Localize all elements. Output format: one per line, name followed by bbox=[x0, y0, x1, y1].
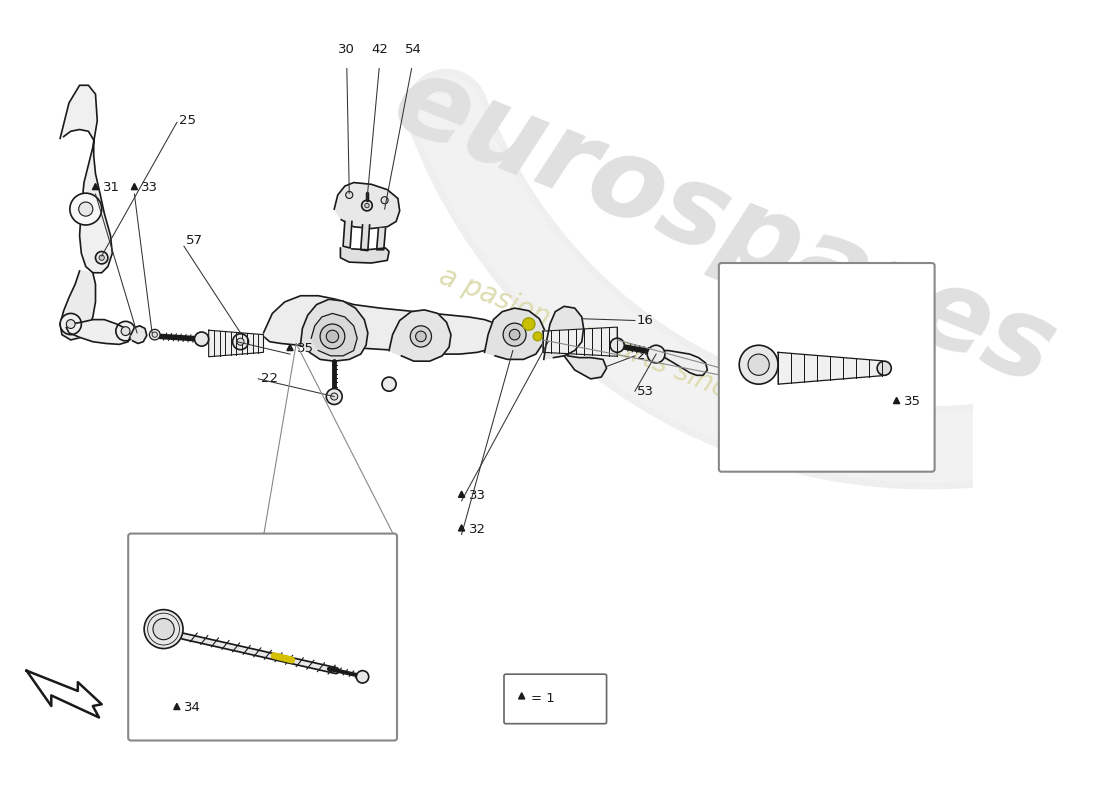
Polygon shape bbox=[564, 356, 606, 379]
Text: 57: 57 bbox=[186, 234, 202, 246]
Text: = 1: = 1 bbox=[530, 693, 554, 706]
Circle shape bbox=[320, 324, 344, 349]
Text: 33: 33 bbox=[469, 489, 485, 502]
Text: eurospares: eurospares bbox=[379, 46, 1070, 408]
Polygon shape bbox=[459, 491, 464, 498]
Text: 31: 31 bbox=[102, 182, 120, 194]
Circle shape bbox=[331, 393, 338, 400]
Circle shape bbox=[60, 314, 81, 334]
Text: 27: 27 bbox=[637, 350, 653, 362]
Circle shape bbox=[534, 332, 542, 341]
Circle shape bbox=[345, 191, 353, 198]
Circle shape bbox=[327, 330, 339, 342]
Polygon shape bbox=[778, 352, 882, 384]
FancyBboxPatch shape bbox=[129, 534, 397, 741]
Circle shape bbox=[416, 331, 426, 342]
Circle shape bbox=[356, 670, 369, 683]
Polygon shape bbox=[543, 327, 617, 356]
Text: 33: 33 bbox=[142, 182, 158, 194]
Circle shape bbox=[381, 197, 388, 204]
Circle shape bbox=[121, 326, 130, 335]
Polygon shape bbox=[543, 306, 584, 359]
Polygon shape bbox=[60, 86, 112, 273]
Text: 34: 34 bbox=[184, 702, 201, 714]
Polygon shape bbox=[656, 350, 707, 375]
Circle shape bbox=[99, 255, 104, 260]
Text: 53: 53 bbox=[637, 385, 653, 398]
Text: 16: 16 bbox=[637, 314, 653, 327]
Circle shape bbox=[365, 203, 370, 208]
Circle shape bbox=[382, 377, 396, 391]
Circle shape bbox=[327, 389, 342, 405]
Polygon shape bbox=[334, 182, 399, 229]
Circle shape bbox=[96, 251, 108, 264]
Circle shape bbox=[66, 320, 75, 329]
Polygon shape bbox=[361, 225, 370, 250]
Polygon shape bbox=[131, 183, 138, 190]
Polygon shape bbox=[131, 326, 146, 343]
Polygon shape bbox=[484, 308, 544, 359]
Polygon shape bbox=[174, 703, 180, 710]
Polygon shape bbox=[311, 314, 358, 356]
Circle shape bbox=[150, 330, 160, 340]
Text: eurospares: eurospares bbox=[379, 46, 1070, 408]
Text: 35: 35 bbox=[297, 342, 315, 355]
Circle shape bbox=[362, 200, 372, 211]
Text: 32: 32 bbox=[469, 522, 485, 536]
Circle shape bbox=[195, 332, 209, 346]
Circle shape bbox=[522, 318, 535, 330]
Polygon shape bbox=[92, 183, 99, 190]
Polygon shape bbox=[893, 398, 900, 404]
Circle shape bbox=[70, 193, 101, 225]
Text: 22: 22 bbox=[261, 372, 278, 386]
Text: 42: 42 bbox=[372, 43, 388, 57]
Circle shape bbox=[610, 338, 625, 352]
Polygon shape bbox=[340, 248, 389, 263]
Circle shape bbox=[503, 323, 526, 346]
Polygon shape bbox=[66, 320, 131, 344]
Polygon shape bbox=[264, 296, 503, 354]
Polygon shape bbox=[389, 310, 451, 361]
Circle shape bbox=[79, 202, 92, 216]
Polygon shape bbox=[287, 344, 293, 350]
Circle shape bbox=[509, 330, 520, 340]
Polygon shape bbox=[60, 271, 96, 340]
Circle shape bbox=[748, 354, 769, 375]
FancyBboxPatch shape bbox=[719, 263, 935, 472]
Polygon shape bbox=[518, 693, 525, 699]
FancyBboxPatch shape bbox=[504, 674, 606, 724]
Text: 35: 35 bbox=[904, 395, 921, 408]
Polygon shape bbox=[343, 222, 352, 248]
Circle shape bbox=[877, 361, 891, 375]
Circle shape bbox=[152, 332, 157, 338]
Polygon shape bbox=[376, 229, 385, 250]
Circle shape bbox=[116, 322, 135, 341]
Circle shape bbox=[647, 346, 664, 363]
Circle shape bbox=[232, 334, 249, 350]
Circle shape bbox=[410, 326, 431, 347]
Text: a pasion for parts since 1985: a pasion for parts since 1985 bbox=[434, 262, 821, 439]
Polygon shape bbox=[459, 525, 464, 531]
Circle shape bbox=[144, 610, 183, 649]
Polygon shape bbox=[209, 330, 264, 357]
Circle shape bbox=[153, 618, 174, 640]
Polygon shape bbox=[26, 670, 101, 718]
Text: 25: 25 bbox=[179, 114, 197, 127]
Polygon shape bbox=[300, 299, 367, 361]
Circle shape bbox=[739, 346, 778, 384]
Text: 54: 54 bbox=[406, 43, 422, 57]
Circle shape bbox=[236, 338, 244, 346]
Text: 30: 30 bbox=[338, 43, 355, 57]
